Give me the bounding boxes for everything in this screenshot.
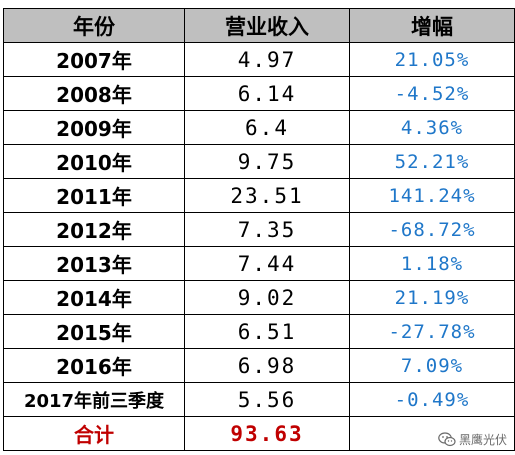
header-year[interactable]: 年份: [3, 8, 185, 43]
year-cell[interactable]: 2008年: [3, 76, 185, 111]
growth-cell[interactable]: 1.18%: [349, 246, 515, 281]
revenue-cell[interactable]: 5.56: [184, 382, 350, 417]
table-row: 2010年 9.75 52.21%: [3, 144, 515, 179]
total-row: 合计 93.63: [3, 416, 515, 451]
growth-cell[interactable]: -27.78%: [349, 314, 515, 349]
growth-cell[interactable]: 4.36%: [349, 110, 515, 145]
table-row: 2014年 9.02 21.19%: [3, 280, 515, 315]
table-row: 2008年 6.14 -4.52%: [3, 76, 515, 111]
table-row: 2009年 6.4 4.36%: [3, 110, 515, 145]
header-row: 年份 营业收入 增幅: [3, 8, 515, 43]
revenue-table: 年份 营业收入 增幅 2007年 4.97 21.05% 2008年 6.14 …: [3, 8, 515, 451]
table-row: 2012年 7.35 -68.72%: [3, 212, 515, 247]
growth-cell[interactable]: 21.19%: [349, 280, 515, 315]
total-revenue-cell[interactable]: 93.63: [184, 416, 350, 451]
year-cell[interactable]: 2010年: [3, 144, 185, 179]
revenue-cell[interactable]: 7.44: [184, 246, 350, 281]
year-cell[interactable]: 2013年: [3, 246, 185, 281]
table-row: 2015年 6.51 -27.78%: [3, 314, 515, 349]
revenue-cell[interactable]: 9.02: [184, 280, 350, 315]
year-cell[interactable]: 2017年前三季度: [3, 382, 185, 417]
year-cell[interactable]: 2007年: [3, 42, 185, 77]
year-cell[interactable]: 2012年: [3, 212, 185, 247]
year-cell[interactable]: 2016年: [3, 348, 185, 383]
revenue-cell[interactable]: 9.75: [184, 144, 350, 179]
revenue-cell[interactable]: 6.98: [184, 348, 350, 383]
table-row: 2013年 7.44 1.18%: [3, 246, 515, 281]
growth-cell[interactable]: 52.21%: [349, 144, 515, 179]
table-row: 2016年 6.98 7.09%: [3, 348, 515, 383]
revenue-cell[interactable]: 6.4: [184, 110, 350, 145]
growth-cell[interactable]: 141.24%: [349, 178, 515, 213]
growth-cell[interactable]: -0.49%: [349, 382, 515, 417]
revenue-cell[interactable]: 4.97: [184, 42, 350, 77]
year-cell[interactable]: 2011年: [3, 178, 185, 213]
year-cell[interactable]: 2009年: [3, 110, 185, 145]
growth-cell[interactable]: 21.05%: [349, 42, 515, 77]
header-revenue[interactable]: 营业收入: [184, 8, 350, 43]
header-growth[interactable]: 增幅: [349, 8, 515, 43]
year-cell[interactable]: 2014年: [3, 280, 185, 315]
total-label-cell[interactable]: 合计: [3, 416, 185, 451]
wechat-icon: [438, 432, 456, 447]
revenue-cell[interactable]: 23.51: [184, 178, 350, 213]
year-cell[interactable]: 2015年: [3, 314, 185, 349]
growth-cell[interactable]: -4.52%: [349, 76, 515, 111]
growth-cell[interactable]: -68.72%: [349, 212, 515, 247]
growth-cell[interactable]: 7.09%: [349, 348, 515, 383]
revenue-cell[interactable]: 6.14: [184, 76, 350, 111]
watermark: 黑鹰光伏: [437, 431, 507, 448]
revenue-cell[interactable]: 6.51: [184, 314, 350, 349]
table-row: 2011年 23.51 141.24%: [3, 178, 515, 213]
table-row: 2017年前三季度 5.56 -0.49%: [3, 382, 515, 417]
watermark-text: 黑鹰光伏: [458, 433, 507, 447]
revenue-cell[interactable]: 7.35: [184, 212, 350, 247]
table-row: 2007年 4.97 21.05%: [3, 42, 515, 77]
